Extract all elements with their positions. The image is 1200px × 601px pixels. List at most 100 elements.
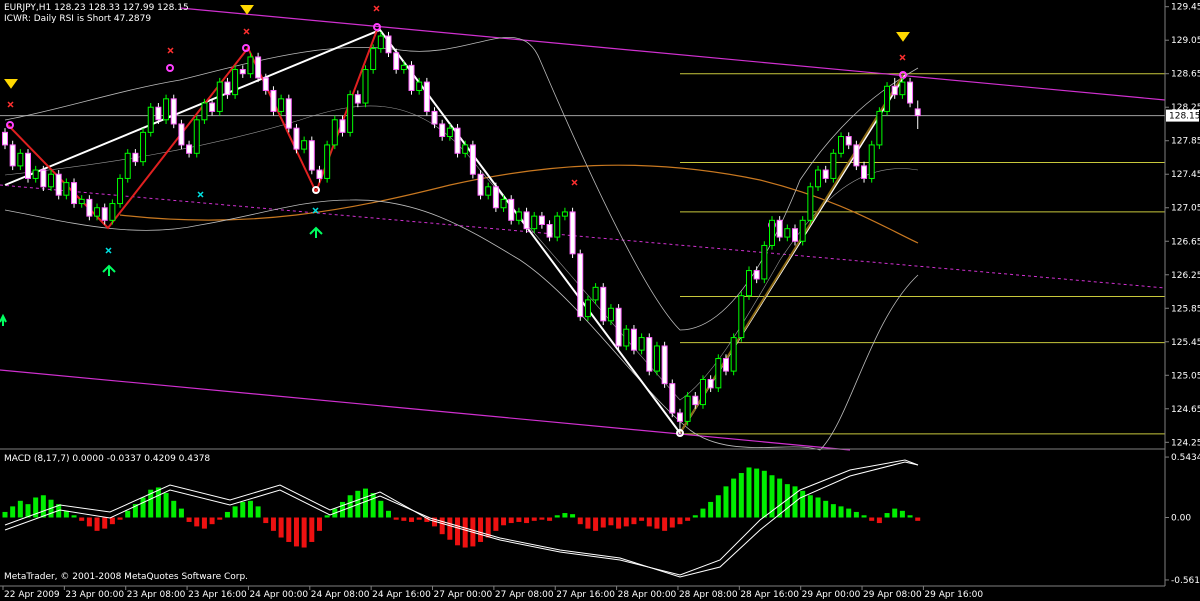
macd-bar (784, 484, 790, 518)
candle-body (761, 244, 768, 280)
candle-body (293, 127, 300, 150)
candle-body (891, 85, 898, 96)
macd-bar (677, 517, 683, 525)
candle-body (408, 64, 415, 91)
macd-bar (654, 517, 660, 529)
macd-bar (823, 500, 829, 518)
candle-body (2, 131, 8, 146)
signal-cross (105, 191, 319, 254)
candle-body (117, 177, 124, 205)
pivot-marker (242, 44, 250, 52)
candle-body (546, 224, 553, 238)
candle-body (569, 211, 576, 255)
candle-body (699, 378, 706, 406)
macd-bar (455, 517, 461, 546)
y-tick-label: 127.05 (1171, 204, 1200, 214)
macd-bar (40, 495, 46, 518)
candle-body (462, 144, 469, 154)
macd-bar (201, 517, 207, 529)
macd-bar (247, 500, 253, 518)
candle-body (807, 186, 814, 221)
macd-bar (401, 517, 407, 521)
y-tick-label: 125.85 (1171, 304, 1200, 314)
candle-body (630, 328, 637, 351)
x-tick-label: 27 Apr 00:00 (434, 590, 493, 600)
macd-line (4, 459, 919, 576)
candle-body (186, 144, 193, 154)
x-tick-label: 24 Apr 00:00 (249, 590, 308, 600)
candle-body (907, 81, 914, 104)
candle-body (577, 253, 584, 318)
macd-bar (270, 517, 276, 531)
x-tick-label: 23 Apr 16:00 (188, 590, 247, 600)
x-tick-label: 23 Apr 08:00 (127, 590, 186, 600)
candle-body (86, 198, 93, 217)
candle-body (799, 219, 806, 242)
macd-bar (577, 517, 583, 525)
candle-body (32, 169, 39, 179)
candle-body (193, 119, 200, 154)
candle-body (216, 81, 223, 112)
macd-bar (263, 517, 269, 524)
macd-bar (286, 517, 292, 542)
macd-bar (876, 517, 882, 524)
bollinger-band (4, 37, 919, 331)
macd-bar (416, 517, 422, 520)
macd-bar (485, 517, 491, 538)
candle-body (416, 81, 423, 91)
macd-bar (608, 517, 614, 526)
macd-bar (892, 508, 898, 518)
candle-body (140, 131, 147, 163)
macd-bar (524, 517, 530, 524)
x-tick-label: 28 Apr 00:00 (618, 590, 677, 600)
candle-body (377, 35, 384, 50)
candle-body (124, 152, 131, 179)
macd-bar (224, 511, 230, 518)
macd-bar (539, 517, 545, 520)
macd-bar (554, 515, 560, 518)
candle-body (239, 69, 246, 75)
candle-body (692, 395, 699, 406)
chart-title: EURJPY,H1 128.23 128.33 127.99 128.15 (4, 3, 189, 13)
candle-body (538, 215, 545, 226)
pivot-marker (899, 71, 907, 79)
candle-body (722, 358, 729, 372)
candle-body (331, 119, 338, 146)
macd-bar (869, 517, 875, 521)
macd-bar (685, 517, 691, 521)
x-tick-label: 28 Apr 16:00 (740, 590, 799, 600)
macd-bar (94, 517, 100, 531)
macd-bar (547, 517, 553, 521)
macd-bar (731, 478, 737, 518)
macd-bar (846, 508, 852, 518)
candle-body (623, 328, 630, 347)
macd-bar (830, 504, 836, 518)
candle-body (178, 123, 185, 146)
candle-body (439, 123, 446, 138)
moving-average (119, 164, 919, 244)
candle-body (845, 136, 852, 146)
macd-bar (600, 517, 606, 528)
macd-bar (278, 517, 284, 538)
candle-body (861, 165, 868, 179)
candle-body (362, 69, 369, 104)
last-price-label: 128.15 (1169, 112, 1200, 122)
macd-bar (217, 517, 223, 520)
macd-bar (232, 506, 238, 518)
macd-bar (800, 490, 806, 518)
macd-bar (2, 511, 8, 518)
signal-cross (7, 5, 906, 186)
macd-bar (209, 517, 215, 525)
macd-bar (669, 517, 675, 528)
candle-body (477, 173, 484, 196)
macd-bar (386, 510, 391, 518)
candle-body (868, 144, 875, 179)
macd-bar (17, 500, 23, 518)
macd-bar (347, 495, 353, 518)
y-tick-label: 127.45 (1171, 170, 1200, 180)
macd-bar (723, 486, 729, 518)
macd-bar (117, 517, 123, 520)
y-tick-label: -0.5617 (1171, 576, 1200, 586)
macd-bar (715, 495, 721, 518)
